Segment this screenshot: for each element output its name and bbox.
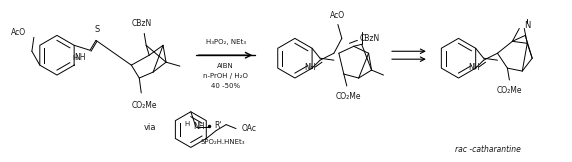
- Text: H: H: [184, 121, 189, 127]
- Text: NH: NH: [193, 122, 204, 131]
- Text: H: H: [73, 55, 78, 61]
- Text: via: via: [144, 123, 156, 132]
- Text: S: S: [94, 25, 100, 34]
- Text: NH: NH: [74, 53, 86, 62]
- Text: H₃PO₂, NEt₃: H₃PO₂, NEt₃: [205, 39, 245, 45]
- Text: rac -catharantine: rac -catharantine: [455, 145, 521, 154]
- Text: AcO: AcO: [330, 11, 345, 20]
- Text: AIBN: AIBN: [217, 63, 234, 69]
- Text: R': R': [214, 121, 222, 130]
- Text: n-PrOH / H₂O: n-PrOH / H₂O: [203, 73, 248, 79]
- Text: OAc: OAc: [242, 124, 257, 133]
- Text: CBzN: CBzN: [359, 34, 380, 43]
- Text: CO₂Me: CO₂Me: [132, 101, 157, 110]
- Text: SPO₂H.HNEt₃: SPO₂H.HNEt₃: [201, 139, 245, 145]
- Text: CO₂Me: CO₂Me: [496, 86, 522, 95]
- Text: CO₂Me: CO₂Me: [336, 92, 362, 101]
- Text: AcO: AcO: [11, 28, 26, 37]
- Text: 40 -50%: 40 -50%: [211, 83, 240, 89]
- Text: NH: NH: [304, 63, 316, 72]
- Text: N: N: [524, 21, 530, 30]
- Text: NH: NH: [468, 63, 479, 72]
- Text: CBzN: CBzN: [132, 19, 152, 29]
